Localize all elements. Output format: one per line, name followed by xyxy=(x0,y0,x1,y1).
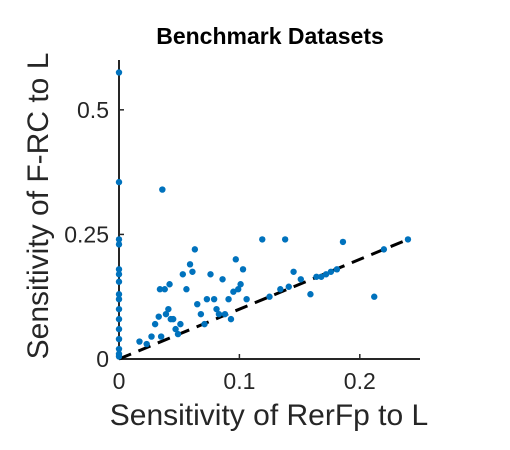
data-point xyxy=(307,291,314,298)
data-point xyxy=(207,271,214,278)
data-point xyxy=(215,310,223,318)
scatter-points xyxy=(115,69,412,360)
data-point xyxy=(143,340,150,348)
data-point xyxy=(333,266,341,273)
data-point xyxy=(115,305,123,313)
y-tick-label: 0.5 xyxy=(77,97,109,123)
data-point xyxy=(115,345,123,353)
x-axis-label: Sensitivity of RerFp to L xyxy=(110,399,428,432)
data-point xyxy=(115,236,123,243)
data-point xyxy=(179,271,187,278)
data-point xyxy=(157,333,165,340)
data-point xyxy=(210,296,218,303)
axis-ticks: 0 0.1 0.2 0 0.25 0.5 xyxy=(64,97,376,394)
data-point xyxy=(201,320,208,328)
data-point xyxy=(115,325,123,333)
data-point xyxy=(194,300,201,308)
data-point xyxy=(136,338,143,345)
data-point xyxy=(115,69,123,76)
data-point xyxy=(213,305,220,313)
data-point xyxy=(232,256,239,263)
data-point xyxy=(156,286,164,293)
data-point xyxy=(243,296,250,303)
x-tick-label: 0.2 xyxy=(344,368,376,394)
data-point xyxy=(115,178,123,186)
data-point xyxy=(159,186,166,193)
y-tick-label: 0 xyxy=(96,346,109,372)
data-point xyxy=(115,353,123,360)
data-point xyxy=(225,296,232,303)
data-point xyxy=(161,286,168,293)
data-point xyxy=(371,293,378,300)
data-point xyxy=(297,276,305,283)
reference-line-layer xyxy=(118,238,409,361)
data-point xyxy=(281,236,289,243)
data-point xyxy=(380,246,388,253)
x-tick-label: 0 xyxy=(113,368,126,394)
data-point xyxy=(169,315,177,323)
data-point xyxy=(327,268,335,275)
data-point xyxy=(227,315,235,323)
data-point xyxy=(234,286,242,293)
data-point xyxy=(183,286,190,293)
data-point xyxy=(186,261,194,268)
data-point xyxy=(266,293,273,300)
data-point xyxy=(165,305,172,313)
data-point xyxy=(166,281,173,288)
data-point xyxy=(259,236,266,243)
data-point xyxy=(172,325,179,333)
data-point xyxy=(221,310,229,318)
data-point xyxy=(322,271,330,278)
data-point xyxy=(239,266,247,273)
data-point xyxy=(115,315,123,323)
data-point xyxy=(189,268,196,275)
data-point xyxy=(290,268,297,275)
data-point xyxy=(191,246,199,253)
data-point xyxy=(285,283,292,290)
data-point xyxy=(115,266,123,273)
data-point xyxy=(115,296,123,303)
data-point xyxy=(151,320,159,328)
data-point xyxy=(197,310,205,318)
data-point xyxy=(313,273,320,280)
data-point xyxy=(148,333,155,340)
data-point xyxy=(237,281,244,288)
data-point xyxy=(339,238,347,246)
data-point xyxy=(230,288,237,295)
data-point xyxy=(174,330,182,338)
y-axis-label: Sensitivity of F-RC to L xyxy=(22,53,55,360)
data-point xyxy=(177,320,184,328)
data-point xyxy=(115,335,123,343)
data-point xyxy=(115,271,123,278)
chart-title: Benchmark Datasets xyxy=(156,23,384,49)
data-point xyxy=(115,278,123,285)
data-point xyxy=(203,296,211,303)
data-point xyxy=(162,310,170,318)
data-point xyxy=(115,241,123,248)
y-tick-label: 0.25 xyxy=(64,221,109,247)
reference-line xyxy=(118,238,409,361)
x-tick-label: 0.1 xyxy=(223,368,255,394)
data-point xyxy=(404,236,412,243)
data-point xyxy=(155,313,162,320)
data-point xyxy=(318,273,325,280)
data-point xyxy=(219,276,226,283)
data-point xyxy=(277,286,284,293)
data-point xyxy=(115,291,123,298)
